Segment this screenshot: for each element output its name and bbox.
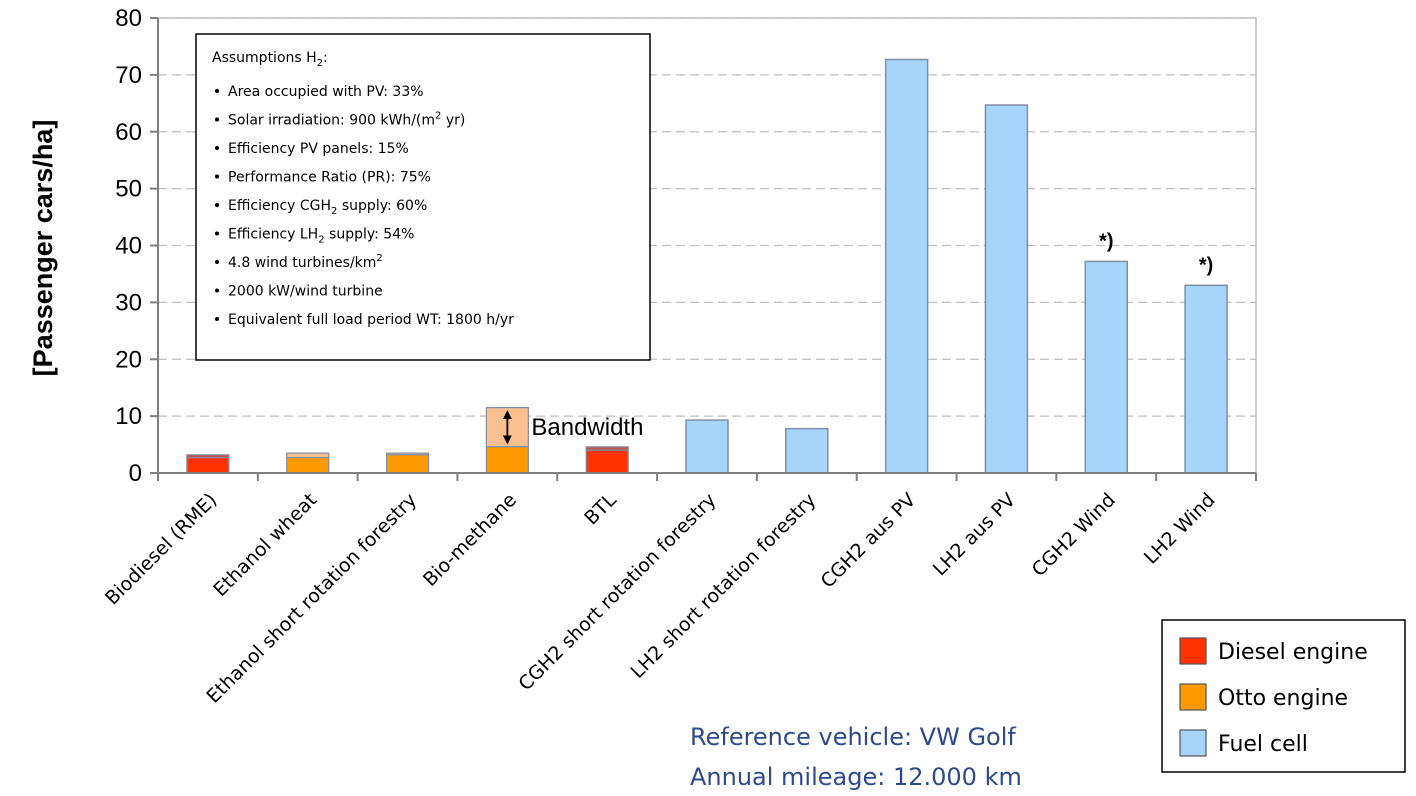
reference-note: Reference vehicle: VW Golf Annual mileage…: [690, 723, 1022, 791]
legend: Diesel engine Otto engine Fuel cell: [1161, 619, 1406, 773]
bullet: [215, 117, 219, 122]
reference-line: Annual mileage: 12.000 km: [690, 763, 1022, 791]
bullet: [215, 231, 219, 236]
y-tick-label: 40: [115, 233, 142, 260]
bar: [984, 104, 1029, 474]
y-tick-label: 0: [129, 460, 142, 487]
bar: [884, 58, 929, 474]
x-tick-label: CGH2 short rotation forestry: [514, 489, 720, 695]
bar: [1184, 284, 1228, 474]
bar: [385, 454, 430, 474]
y-tick-labels: 0 10 20 30 40 50 60 70 80: [115, 5, 142, 487]
assumption-item: 4.8 wind turbines/km2: [228, 253, 383, 271]
legend-label: Diesel engine: [1218, 640, 1368, 665]
bar-range: [286, 452, 330, 459]
bullet: [215, 317, 219, 321]
bar: [485, 446, 529, 474]
assumptions-frame: [195, 33, 651, 361]
footnote-mark: *): [1199, 254, 1213, 276]
y-tick-label: 70: [115, 62, 142, 89]
bandwidth-label: Bandwidth: [531, 414, 643, 441]
assumptions-title: Assumptions H2:: [212, 50, 328, 69]
x-tick-label: Ethanol wheat: [209, 489, 321, 601]
x-tick-label: Ethanol short rotation forestry: [202, 489, 421, 708]
x-tick-label: Bio-methane: [419, 489, 521, 591]
x-tick-label: LH2 Wind: [1140, 489, 1220, 569]
reference-line: Reference vehicle: VW Golf: [690, 723, 1016, 751]
bar: [186, 457, 230, 474]
bars: *) *): [186, 58, 1228, 474]
y-tick-label: 50: [115, 176, 142, 203]
x-tick-label: Biodiesel (RME): [101, 489, 221, 609]
x-tick-label: LH2 aus PV: [929, 489, 1020, 580]
assumption-item: Area occupied with PV: 33%: [228, 84, 424, 100]
bullet: [215, 146, 219, 150]
legend-label: Fuel cell: [1218, 732, 1308, 757]
y-tick-label: 60: [115, 119, 142, 146]
y-tick-label: 30: [115, 289, 142, 316]
legend-swatch: [1179, 637, 1207, 665]
bullet: [215, 288, 219, 293]
legend-swatch: [1179, 683, 1207, 711]
y-tick-label: 80: [115, 5, 142, 32]
bar: [785, 427, 829, 474]
bullet: [215, 174, 219, 179]
y-tick-label: 20: [115, 346, 142, 373]
bullet: [215, 89, 219, 93]
bar: [685, 419, 729, 474]
y-axis-label: [Passenger cars/ha]: [28, 120, 58, 377]
assumptions-box: Assumptions H2: Area occupied with PV: 33…: [195, 33, 651, 361]
assumption-item: Performance Ratio (PR): 75%: [228, 170, 431, 186]
assumption-item: Equivalent full load period WT: 1800 h/y…: [228, 312, 514, 328]
footnote-mark: *): [1099, 230, 1113, 252]
x-tick-label: CGH2 Wind: [1028, 489, 1120, 581]
bullet: [215, 260, 219, 264]
assumption-item: Efficiency CGH2 supply: 60%: [228, 198, 427, 217]
assumption-item: Efficiency LH2 supply: 54%: [228, 227, 414, 246]
legend-label: Otto engine: [1218, 686, 1348, 711]
assumption-item: Efficiency PV panels: 15%: [228, 141, 409, 157]
bar: [286, 457, 330, 474]
legend-swatch: [1179, 729, 1207, 757]
assumption-item: Solar irradiation: 900 kWh/(m2 yr): [228, 111, 465, 129]
bandwidth-annotation: Bandwidth: [502, 410, 643, 445]
axes: [150, 17, 1257, 481]
x-tick-label: BTL: [580, 489, 621, 530]
y-tick-label: 10: [115, 403, 142, 430]
bullet: [215, 203, 219, 207]
x-tick-label: CGH2 aus PV: [817, 489, 921, 593]
assumption-item: 2000 kW/wind turbine: [228, 284, 383, 300]
x-tick-label: LH2 short rotation forestry: [626, 489, 820, 683]
bar: [1084, 260, 1129, 474]
bar: [585, 449, 629, 474]
